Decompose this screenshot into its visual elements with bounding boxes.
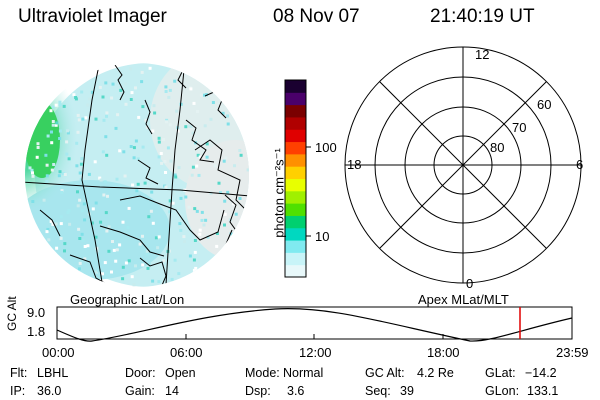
timeline-tick-2359: 23:59 xyxy=(556,345,589,360)
colorbar-swatch xyxy=(285,252,306,266)
info-dsp: 3.6 xyxy=(287,384,305,398)
colorbar-swatch xyxy=(285,116,306,130)
colorbar-swatch xyxy=(285,104,306,118)
info-door: Open xyxy=(165,366,196,380)
time-label: 21:40:19 UT xyxy=(430,6,535,27)
image-panel-label: Geographic Lat/Lon xyxy=(70,292,185,307)
colorbar-swatch xyxy=(285,141,306,155)
polar-lat-70: 70 xyxy=(512,120,527,135)
info-seq: 39 xyxy=(400,384,414,398)
info-glat-label: GLat: xyxy=(485,366,516,380)
colorbar-swatch xyxy=(285,166,306,179)
info-filter: LBHL xyxy=(37,366,69,380)
timeline-tick-1800: 18:00 xyxy=(427,345,460,360)
info-glat: −14.2 xyxy=(525,366,557,380)
info-gain: 14 xyxy=(165,384,179,398)
colorbar-swatch xyxy=(285,178,306,192)
timeline-ymin: 1.8 xyxy=(27,324,46,339)
colorbar xyxy=(284,79,311,278)
polar-label-18: 18 xyxy=(347,157,362,172)
polar-label-12: 12 xyxy=(475,47,490,62)
timeline-tick-0000: 00:00 xyxy=(42,345,75,360)
colorbar-swatch xyxy=(285,227,306,241)
colorbar-swatch xyxy=(285,203,306,216)
colorbar-swatch xyxy=(285,129,306,143)
polar-plot xyxy=(344,46,582,284)
polar-panel-label: Apex MLat/MLT xyxy=(418,292,509,307)
info-ip-label: IP: xyxy=(10,384,26,398)
info-gcalt: 4.2 Re xyxy=(417,366,454,380)
timeline-ymax: 9.0 xyxy=(27,305,46,320)
info-dsp-label: Dsp: xyxy=(245,384,271,398)
polar-label-0: 0 xyxy=(466,276,474,291)
info-glon: 133.1 xyxy=(527,384,559,398)
uv-image-disk xyxy=(25,63,249,287)
instrument-title: Ultraviolet Imager xyxy=(18,6,167,27)
altitude-timeline xyxy=(56,306,573,342)
colorbar-swatch xyxy=(285,240,306,253)
colorbar-tick-100: 100 xyxy=(315,140,337,155)
timeline-ylabel: GC Alt xyxy=(5,296,19,331)
info-filter-label: Flt: xyxy=(10,366,28,380)
timeline-tick-0600: 06:00 xyxy=(170,345,203,360)
date-label: 08 Nov 07 xyxy=(273,6,360,27)
colorbar-swatch xyxy=(285,215,306,229)
colorbar-swatch xyxy=(285,153,306,167)
polar-label-6: 6 xyxy=(576,157,584,172)
info-mode-label: Mode: xyxy=(245,366,280,380)
info-mode: Normal xyxy=(283,366,324,380)
colorbar-swatch xyxy=(285,264,306,278)
colorbar-label: photon cm⁻²s⁻¹ xyxy=(271,148,287,238)
colorbar-swatch xyxy=(285,92,306,106)
info-gain-label: Gain: xyxy=(125,384,155,398)
colorbar-tick-10: 10 xyxy=(315,229,330,244)
timeline-tick-1200: 12:00 xyxy=(299,345,332,360)
info-gcalt-label: GC Alt: xyxy=(365,366,405,380)
info-glon-label: GLon: xyxy=(485,384,520,398)
colorbar-swatch xyxy=(285,80,306,93)
polar-lat-80: 80 xyxy=(490,140,505,155)
polar-lat-60: 60 xyxy=(537,97,552,112)
colorbar-swatch xyxy=(285,190,306,204)
info-door-label: Door: xyxy=(125,366,156,380)
info-seq-label: Seq: xyxy=(365,384,391,398)
info-ip: 36.0 xyxy=(37,384,62,398)
